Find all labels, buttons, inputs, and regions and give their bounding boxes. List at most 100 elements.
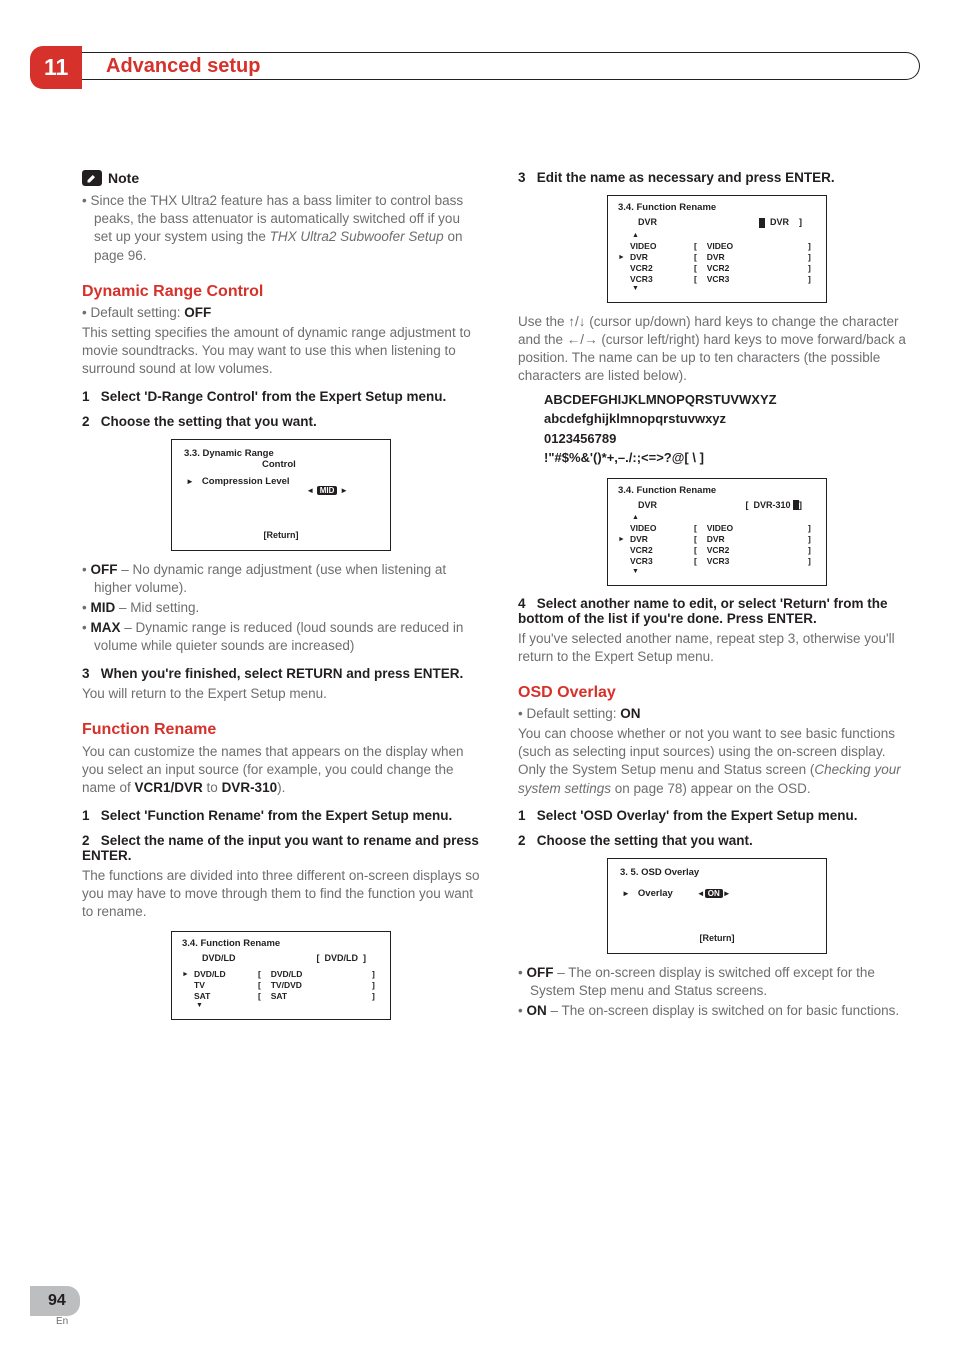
charset-lower: abcdefghijklmnopqrstuvwxyz bbox=[544, 409, 916, 429]
note-header: Note bbox=[82, 170, 480, 186]
osd-step-2: 2 Choose the setting that you want. bbox=[518, 833, 916, 848]
arrow-left-icon: ← bbox=[567, 332, 581, 347]
fn-title: 3.4. Function Rename bbox=[618, 202, 816, 213]
fn-row: VIDEO[ VIDEO] bbox=[618, 241, 816, 252]
fn-row: VCR2[ VCR2] bbox=[618, 263, 816, 274]
fr-box-1: 3.4. Function Rename DVD/LD [ DVD/LD ] D… bbox=[171, 931, 391, 1020]
osd-pill: MID bbox=[317, 486, 338, 495]
drc-step-2: 2 Choose the setting that you want. bbox=[82, 414, 480, 429]
list-item: MAX – Dynamic range is reduced (loud sou… bbox=[82, 619, 480, 655]
cursor-instructions: Use the ↑/↓ (cursor up/down) hard keys t… bbox=[518, 313, 916, 386]
fn-title: 3.4. Function Rename bbox=[182, 938, 380, 949]
caret-down-icon: ▼ bbox=[618, 568, 816, 575]
fn-row: DVD/LD[ DVD/LD] bbox=[182, 969, 380, 980]
caret-left-icon: ◄ bbox=[697, 889, 705, 898]
drc-osd-box: 3.3. Dynamic RangeControl ► Compression … bbox=[171, 439, 391, 551]
fn-row: VCR2[ VCR2] bbox=[618, 545, 816, 556]
osd-title: 3.3. Dynamic RangeControl bbox=[184, 448, 378, 470]
drc-bullets: OFF – No dynamic range adjustment (use w… bbox=[82, 561, 480, 656]
drc-intro: This setting specifies the amount of dyn… bbox=[82, 324, 480, 379]
note-label: Note bbox=[108, 170, 139, 186]
chapter-number-badge: 11 bbox=[30, 46, 82, 89]
arrow-right-icon: → bbox=[584, 332, 598, 347]
list-item: MID – Mid setting. bbox=[82, 599, 480, 617]
fn-row: DVR[ DVR] bbox=[618, 534, 816, 545]
charset-upper: ABCDEFGHIJKLMNOPQRSTUVWXYZ bbox=[544, 390, 916, 410]
step-num: 1 bbox=[82, 389, 90, 404]
footer-lang: En bbox=[56, 1316, 68, 1327]
fn-row: SAT[ SAT] bbox=[182, 991, 380, 1002]
osd-step-1: 1 Select 'OSD Overlay' from the Expert S… bbox=[518, 808, 916, 823]
chapter-header: Advanced setup bbox=[82, 52, 920, 80]
charset-symbols: !"#$%&'()*+,–./:;<=>?@[ \ ] bbox=[544, 448, 916, 468]
fr-box-3: 3.4. Function Rename DVR [ DVR-310 ] ▲ V… bbox=[607, 478, 827, 586]
note-bullet: Since the THX Ultra2 feature has a bass … bbox=[82, 192, 480, 265]
left-column: Note Since the THX Ultra2 feature has a … bbox=[82, 170, 480, 1030]
fr-step-2: 2 Select the name of the input you want … bbox=[82, 833, 480, 863]
step-num: 2 bbox=[82, 414, 90, 429]
step-text: When you're finished, select RETURN and … bbox=[101, 666, 464, 681]
step4-after: If you've selected another name, repeat … bbox=[518, 630, 916, 666]
arrow-up-icon: ↑ bbox=[568, 314, 575, 329]
step-text: Choose the setting that you want. bbox=[101, 414, 317, 429]
content-columns: Note Since the THX Ultra2 feature has a … bbox=[82, 170, 918, 1030]
fn-row: DVR[ DVR] bbox=[618, 252, 816, 263]
fn-list: VIDEO[ VIDEO]DVR[ DVR]VCR2[ VCR2]VCR3[ V… bbox=[618, 523, 816, 567]
fr-step-1: 1 Select 'Function Rename' from the Expe… bbox=[82, 808, 480, 823]
edit-step-4: 4 Select another name to edit, or select… bbox=[518, 596, 916, 626]
fn-top-row: DVR DVR ] bbox=[618, 217, 816, 232]
osd-return: [Return] bbox=[184, 530, 378, 540]
caret-right-icon: ► bbox=[186, 477, 194, 486]
fn-row: VCR3[ VCR3] bbox=[618, 556, 816, 567]
osd-bullets: OFF – The on-screen display is switched … bbox=[518, 964, 916, 1021]
fn-row: VIDEO[ VIDEO] bbox=[618, 523, 816, 534]
caret-down-icon: ▼ bbox=[618, 285, 816, 292]
fr-after2: The functions are divided into three dif… bbox=[82, 867, 480, 922]
caret-right-icon: ► bbox=[723, 889, 731, 898]
list-item: ON – The on-screen display is switched o… bbox=[518, 1002, 916, 1020]
fn-row: TV[ TV/DVD] bbox=[182, 980, 380, 991]
fn-list: DVD/LD[ DVD/LD]TV[ TV/DVD]SAT[ SAT] bbox=[182, 969, 380, 1002]
pencil-icon bbox=[82, 170, 102, 186]
right-column: 3 Edit the name as necessary and press E… bbox=[518, 170, 916, 1030]
caret-right-icon: ► bbox=[340, 486, 348, 495]
step-text: Select 'D-Range Control' from the Expert… bbox=[101, 389, 446, 404]
osd-pill-wrap: ◄ON► bbox=[697, 888, 731, 899]
list-item: OFF – No dynamic range adjustment (use w… bbox=[82, 561, 480, 597]
fn-title: 3.4. Function Rename bbox=[618, 485, 816, 496]
drc-after: You will return to the Expert Setup menu… bbox=[82, 685, 480, 703]
list-item: OFF – The on-screen display is switched … bbox=[518, 964, 916, 1000]
osd-overlay-box: 3. 5. OSD Overlay ► Overlay ◄ON► [Return… bbox=[607, 858, 827, 954]
drc-step-3: 3 When you're finished, select RETURN an… bbox=[82, 666, 480, 681]
osd-row-label: Overlay bbox=[638, 888, 673, 899]
edit-step-3: 3 Edit the name as necessary and press E… bbox=[518, 170, 916, 185]
step-num: 3 bbox=[82, 666, 90, 681]
footer-page-badge: 94 bbox=[30, 1286, 80, 1316]
osd-intro: You can choose whether or not you want t… bbox=[518, 725, 916, 798]
drc-heading: Dynamic Range Control bbox=[82, 283, 480, 301]
osd-title: 3. 5. OSD Overlay bbox=[620, 867, 814, 878]
osd-row-label: Compression Level bbox=[202, 476, 290, 487]
drc-default-val: OFF bbox=[184, 305, 211, 320]
osd-pill: ON bbox=[705, 889, 723, 898]
osd-default: Default setting: ON bbox=[518, 706, 916, 721]
charset-block: ABCDEFGHIJKLMNOPQRSTUVWXYZ abcdefghijklm… bbox=[544, 390, 916, 468]
fn-row: VCR3[ VCR3] bbox=[618, 274, 816, 285]
osd-row: ► Overlay ◄ON► bbox=[620, 888, 814, 899]
charset-digits: 0123456789 bbox=[544, 429, 916, 449]
osd-heading: OSD Overlay bbox=[518, 684, 916, 702]
cursor-icon bbox=[793, 500, 799, 510]
fr-intro: You can customize the names that appears… bbox=[82, 743, 480, 798]
fn-top-row: DVR [ DVR-310 ] bbox=[618, 500, 816, 515]
caret-down-icon: ▼ bbox=[182, 1002, 380, 1009]
fr-box-2: 3.4. Function Rename DVR DVR ] ▲ VIDEO[ … bbox=[607, 195, 827, 303]
caret-right-icon: ► bbox=[622, 889, 630, 898]
arrow-down-icon: ↓ bbox=[579, 314, 586, 329]
fn-list: VIDEO[ VIDEO]DVR[ DVR]VCR2[ VCR2]VCR3[ V… bbox=[618, 241, 816, 285]
fr-heading: Function Rename bbox=[82, 721, 480, 739]
drc-default: Default setting: OFF bbox=[82, 305, 480, 320]
osd-return: [Return] bbox=[620, 933, 814, 943]
note-text-italic: THX Ultra2 Subwoofer Setup bbox=[270, 229, 444, 244]
fn-top-row: DVD/LD [ DVD/LD ] bbox=[182, 953, 380, 967]
chapter-title: Advanced setup bbox=[106, 55, 260, 78]
